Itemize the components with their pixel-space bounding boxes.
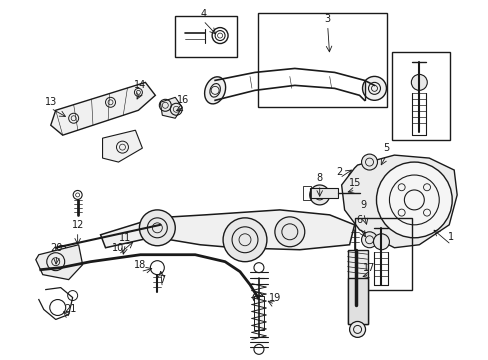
Bar xyxy=(309,188,337,198)
Circle shape xyxy=(139,210,175,246)
Bar xyxy=(347,278,367,324)
Text: 10: 10 xyxy=(112,243,124,253)
Bar xyxy=(253,296,264,330)
Circle shape xyxy=(362,76,386,100)
Text: 11: 11 xyxy=(119,233,131,243)
Text: 17: 17 xyxy=(363,263,375,273)
Polygon shape xyxy=(341,155,456,248)
Text: 1: 1 xyxy=(447,232,453,242)
Text: 14: 14 xyxy=(134,80,146,90)
Bar xyxy=(302,186,310,200)
Ellipse shape xyxy=(204,77,225,104)
Bar xyxy=(354,218,411,289)
Circle shape xyxy=(361,232,377,248)
Text: 2: 2 xyxy=(336,167,342,177)
Text: 20: 20 xyxy=(50,243,63,253)
Circle shape xyxy=(349,321,365,337)
Text: 19: 19 xyxy=(268,293,281,302)
Bar xyxy=(258,13,386,107)
Text: 4: 4 xyxy=(200,9,206,19)
Text: 16: 16 xyxy=(177,95,189,105)
Circle shape xyxy=(274,217,304,247)
Circle shape xyxy=(410,75,427,90)
Polygon shape xyxy=(102,130,142,162)
Text: 3: 3 xyxy=(324,14,330,24)
Text: 18: 18 xyxy=(134,260,146,270)
Circle shape xyxy=(376,162,451,238)
Polygon shape xyxy=(160,97,182,118)
Text: 13: 13 xyxy=(44,97,57,107)
Bar xyxy=(392,53,449,140)
Text: 7: 7 xyxy=(159,275,165,285)
Text: 8: 8 xyxy=(316,173,322,183)
Polygon shape xyxy=(51,82,155,135)
Polygon shape xyxy=(101,210,354,250)
Text: 5: 5 xyxy=(383,143,389,153)
Text: 9: 9 xyxy=(360,200,366,210)
Circle shape xyxy=(361,154,377,170)
Circle shape xyxy=(309,185,329,205)
Text: 12: 12 xyxy=(71,220,83,230)
Bar xyxy=(347,250,367,324)
Text: 15: 15 xyxy=(348,178,361,188)
Bar xyxy=(175,15,237,58)
Circle shape xyxy=(373,234,388,250)
Circle shape xyxy=(223,218,266,262)
Polygon shape xyxy=(36,245,82,280)
Text: 21: 21 xyxy=(64,305,77,315)
Text: 6: 6 xyxy=(356,215,362,225)
